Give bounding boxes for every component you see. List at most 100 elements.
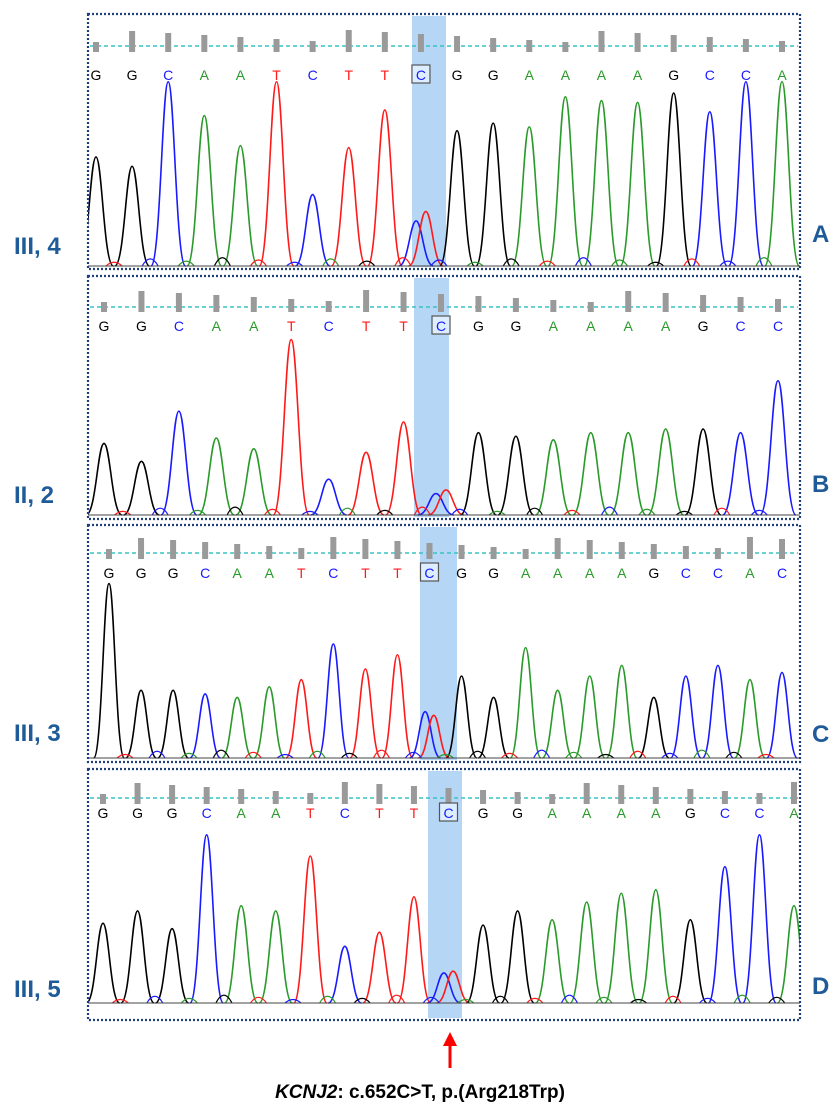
quality-tick xyxy=(362,539,369,559)
trace-peak xyxy=(534,439,573,516)
base-call-letter: G xyxy=(510,318,521,334)
base-call-letter: T xyxy=(297,565,306,581)
trace-peak xyxy=(721,431,760,516)
base-call-letter: A xyxy=(586,318,596,334)
panel-b-letter: B xyxy=(812,471,830,498)
quality-tick xyxy=(345,30,352,52)
quality-tick xyxy=(526,40,533,52)
quality-tick xyxy=(101,302,107,312)
baseline-noise xyxy=(177,260,195,267)
trace-peak xyxy=(292,855,328,1004)
base-call-letter: A xyxy=(617,565,627,581)
base-call-letter: G xyxy=(91,67,102,83)
trace-peaks xyxy=(88,80,800,267)
base-call-letter: C xyxy=(202,805,212,821)
trace-peak xyxy=(362,931,397,1004)
trace-peaks xyxy=(88,338,797,516)
baseline-noise xyxy=(319,995,337,1004)
trace-peak xyxy=(609,431,647,516)
trace-peak xyxy=(638,888,674,1004)
quality-tick xyxy=(298,548,305,559)
trace-peak xyxy=(417,492,455,516)
quality-tick xyxy=(394,541,401,559)
base-call-letter: C xyxy=(720,805,730,821)
quality-tick xyxy=(746,537,753,559)
baseline-noise xyxy=(105,261,123,267)
baseline-noise xyxy=(413,506,431,516)
baseline-noise xyxy=(611,259,629,267)
trace-peak xyxy=(763,80,800,267)
selected-base-box xyxy=(419,562,440,582)
quality-tick xyxy=(714,548,721,559)
trace-peak xyxy=(465,924,501,1004)
gene-name: KCNJ2 xyxy=(275,1082,338,1103)
selected-base-box xyxy=(431,315,451,335)
quality-tick xyxy=(791,782,797,804)
trace-peak xyxy=(426,972,461,1004)
baseline-noise xyxy=(249,996,267,1004)
base-call-letter: C xyxy=(328,565,338,581)
baseline-noise xyxy=(372,749,390,759)
base-call-letter: C xyxy=(436,318,446,334)
trace-peak xyxy=(186,114,223,267)
panel-frame xyxy=(86,523,802,764)
baseline-noise xyxy=(750,509,768,516)
quality-tick xyxy=(682,546,689,559)
quality-tick xyxy=(522,549,529,559)
base-call-letter: A xyxy=(233,565,243,581)
trace-peak xyxy=(398,220,434,267)
base-call-letter: A xyxy=(585,565,595,581)
base-call-letter: G xyxy=(98,805,109,821)
trace-peak xyxy=(160,410,198,516)
base-call-letter: C xyxy=(705,67,715,83)
base-call-letter: A xyxy=(597,67,607,83)
panel-a-sample-label: III, 4 xyxy=(14,233,61,260)
baseline-noise xyxy=(675,510,693,516)
trace-peak xyxy=(759,379,797,516)
selected-base-highlight xyxy=(412,16,446,267)
baseline-noise xyxy=(664,995,682,1004)
base-call-letter: C xyxy=(200,565,210,581)
trace-peak xyxy=(646,428,685,516)
quality-tick xyxy=(410,786,417,804)
base-call-letter: A xyxy=(745,565,755,581)
baseline-noise xyxy=(437,753,454,759)
trace-peak xyxy=(701,664,735,759)
quality-tick xyxy=(202,542,209,559)
baseline-noise xyxy=(595,996,613,1004)
quality-tick xyxy=(234,544,241,559)
trace-peak xyxy=(317,643,350,759)
baseline-noise xyxy=(284,998,302,1004)
baseline-noise xyxy=(394,257,412,267)
base-call-letter: C xyxy=(741,67,751,83)
trace-peak xyxy=(509,646,542,759)
panel-c-sample-label: III, 3 xyxy=(14,720,61,747)
base-call-letter: T xyxy=(410,805,419,821)
base-call-letter: G xyxy=(168,565,179,581)
quality-tick xyxy=(650,544,657,559)
trace-peak xyxy=(672,919,708,1004)
trace-peak xyxy=(221,696,254,759)
trace-peak xyxy=(573,675,606,759)
base-call-letter: G xyxy=(104,565,115,581)
baseline-noise xyxy=(693,749,711,759)
base-call-letter: C xyxy=(443,805,453,821)
baseline-noise xyxy=(244,751,262,759)
base-call-letter: G xyxy=(685,805,696,821)
quality-tick xyxy=(618,785,625,804)
base-call-letter: T xyxy=(344,67,353,83)
quality-tick xyxy=(779,41,785,52)
quality-tick xyxy=(250,297,257,312)
panel-a-letter: A xyxy=(812,221,830,248)
baseline-noise xyxy=(699,997,717,1004)
base-call-letter: A xyxy=(521,565,531,581)
quality-tick xyxy=(237,37,244,52)
trace-peak xyxy=(619,101,656,267)
trace-peak xyxy=(381,653,414,759)
baseline-noise xyxy=(647,261,665,267)
baseline-noise xyxy=(212,749,230,759)
